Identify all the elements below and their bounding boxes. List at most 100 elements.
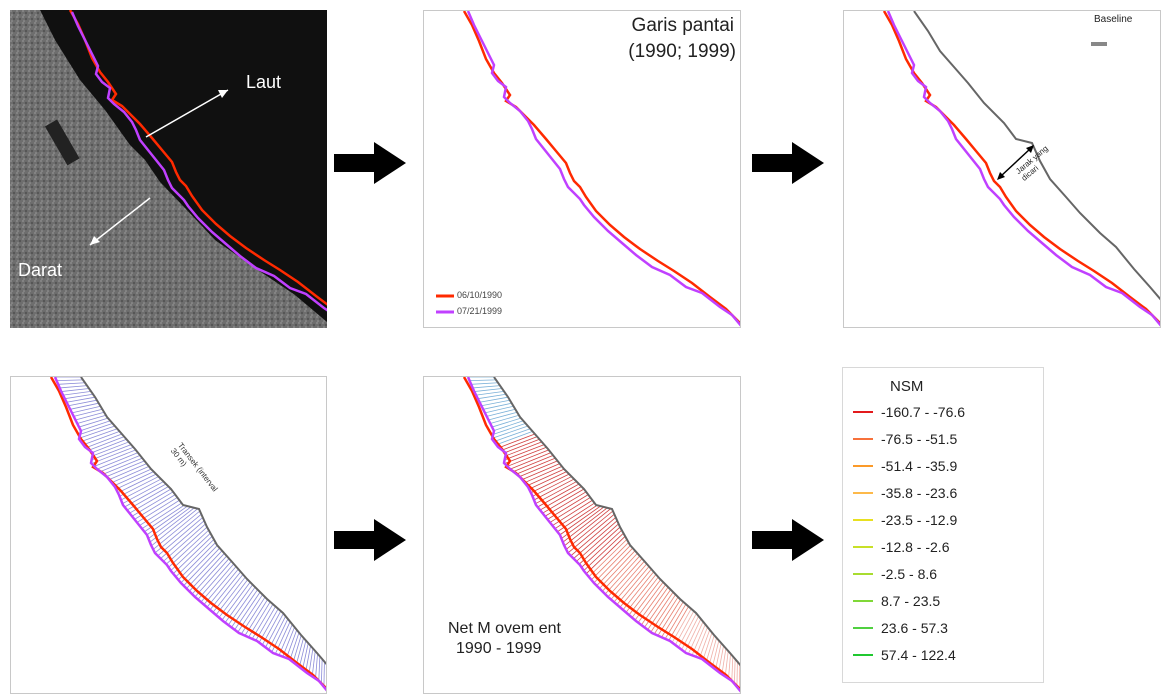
transect-line <box>491 417 522 428</box>
legend-label-1999: 07/21/1999 <box>457 306 503 316</box>
transect-line <box>79 425 116 439</box>
transect-line <box>578 526 621 565</box>
baseline-line <box>913 11 1160 301</box>
transect-line <box>501 436 538 451</box>
transect-line <box>154 513 202 554</box>
transect-line <box>73 408 103 417</box>
legend-swatch <box>853 411 873 413</box>
legend-swatch <box>853 519 873 521</box>
shoreline-1990 <box>49 377 326 690</box>
transect-line <box>479 396 509 403</box>
transect-line <box>570 517 617 557</box>
transect-line <box>728 653 731 679</box>
legend-item: -12.8 - -2.6 <box>853 537 949 557</box>
legend-swatch <box>853 465 873 467</box>
legend-label: -23.5 - -12.9 <box>881 512 958 528</box>
transect-line <box>721 648 727 675</box>
flow-arrow-icon <box>752 519 824 561</box>
transect-line <box>315 653 318 679</box>
transect-line <box>56 379 84 382</box>
transect-line <box>588 539 628 578</box>
legend-label-1990: 06/10/1990 <box>457 290 503 300</box>
nsm-transect-lines <box>468 377 740 690</box>
transect-line <box>92 438 127 453</box>
transect-line <box>186 550 223 589</box>
transect-line <box>108 463 147 480</box>
transect-line <box>215 576 246 616</box>
shoreline-1990 <box>462 11 740 324</box>
transect-line <box>68 399 97 407</box>
transect-line <box>111 466 150 484</box>
baseline-line <box>493 377 740 667</box>
shoreline-1990 <box>462 377 740 690</box>
transect-line <box>708 637 717 665</box>
transect-line <box>733 658 736 684</box>
transect-line <box>206 568 239 608</box>
transect-line <box>75 411 105 421</box>
transect-line <box>576 523 619 562</box>
transect-line <box>157 517 204 557</box>
shoreline-1990 <box>68 10 327 306</box>
transect-line <box>604 555 641 595</box>
transect-line <box>83 430 120 446</box>
transect-line <box>507 449 549 467</box>
transect-line <box>505 438 540 453</box>
transect-line <box>596 547 634 586</box>
transect-line <box>619 568 652 608</box>
legend-item: 8.7 - 23.5 <box>853 591 940 611</box>
transect-line <box>533 478 575 501</box>
transect-line <box>528 471 567 490</box>
arrow-to-land <box>89 197 151 246</box>
net-movement-panel: Net M ovem ent 1990 - 1999 <box>423 376 741 694</box>
transect-line <box>80 423 113 435</box>
shoreline-1999 <box>886 11 1160 327</box>
legend-item: -160.7 - -76.6 <box>853 402 965 422</box>
transect-line <box>484 405 514 414</box>
transect-line <box>613 563 648 603</box>
transect-line <box>80 428 118 442</box>
transect-line <box>486 408 516 417</box>
transect-line <box>100 455 141 473</box>
transect-line <box>736 661 738 687</box>
transect-line <box>505 441 542 457</box>
transect-line <box>292 635 302 663</box>
transect-lines <box>55 377 325 687</box>
satellite-image <box>10 10 327 328</box>
transect-line <box>194 558 230 598</box>
transect-line <box>94 449 136 467</box>
transect-line <box>532 476 572 497</box>
transect-line <box>200 563 235 603</box>
transect-line <box>119 476 159 497</box>
transect-line <box>610 560 645 600</box>
transect-line <box>477 393 507 400</box>
shoreline-panel: Garis pantai (1990; 1999) 06/10/1990 07/… <box>423 10 741 328</box>
legend-swatch <box>853 654 873 656</box>
transect-line <box>565 510 614 550</box>
transect-line <box>85 433 123 449</box>
transect-line <box>305 645 311 673</box>
transect-line <box>88 436 125 451</box>
caption-line1: Net M ovem ent <box>448 620 561 637</box>
transect-line <box>320 658 323 684</box>
transect-panel: Transek (interval 30 m) <box>10 376 327 694</box>
legend-label: 57.4 - 122.4 <box>881 647 956 663</box>
transect-line <box>308 648 314 675</box>
legend-item: 57.4 - 122.4 <box>853 645 956 665</box>
flow-arrow-icon <box>334 142 406 184</box>
transect-line <box>585 535 626 575</box>
transect-line <box>593 545 631 584</box>
shoreline-1999 <box>466 377 740 693</box>
shoreline-1990 <box>882 11 1160 324</box>
transect-line <box>197 560 232 600</box>
legend-swatch <box>853 492 873 494</box>
transect-line <box>212 574 244 613</box>
transect-line <box>712 640 720 668</box>
transect-line <box>66 396 96 403</box>
legend-title: NSM <box>890 378 924 395</box>
transect-line <box>302 643 309 670</box>
transect-line <box>163 523 206 562</box>
transect-line <box>702 632 713 660</box>
transect-line <box>504 446 547 464</box>
transect-line <box>172 535 213 575</box>
transect-line <box>120 478 162 501</box>
